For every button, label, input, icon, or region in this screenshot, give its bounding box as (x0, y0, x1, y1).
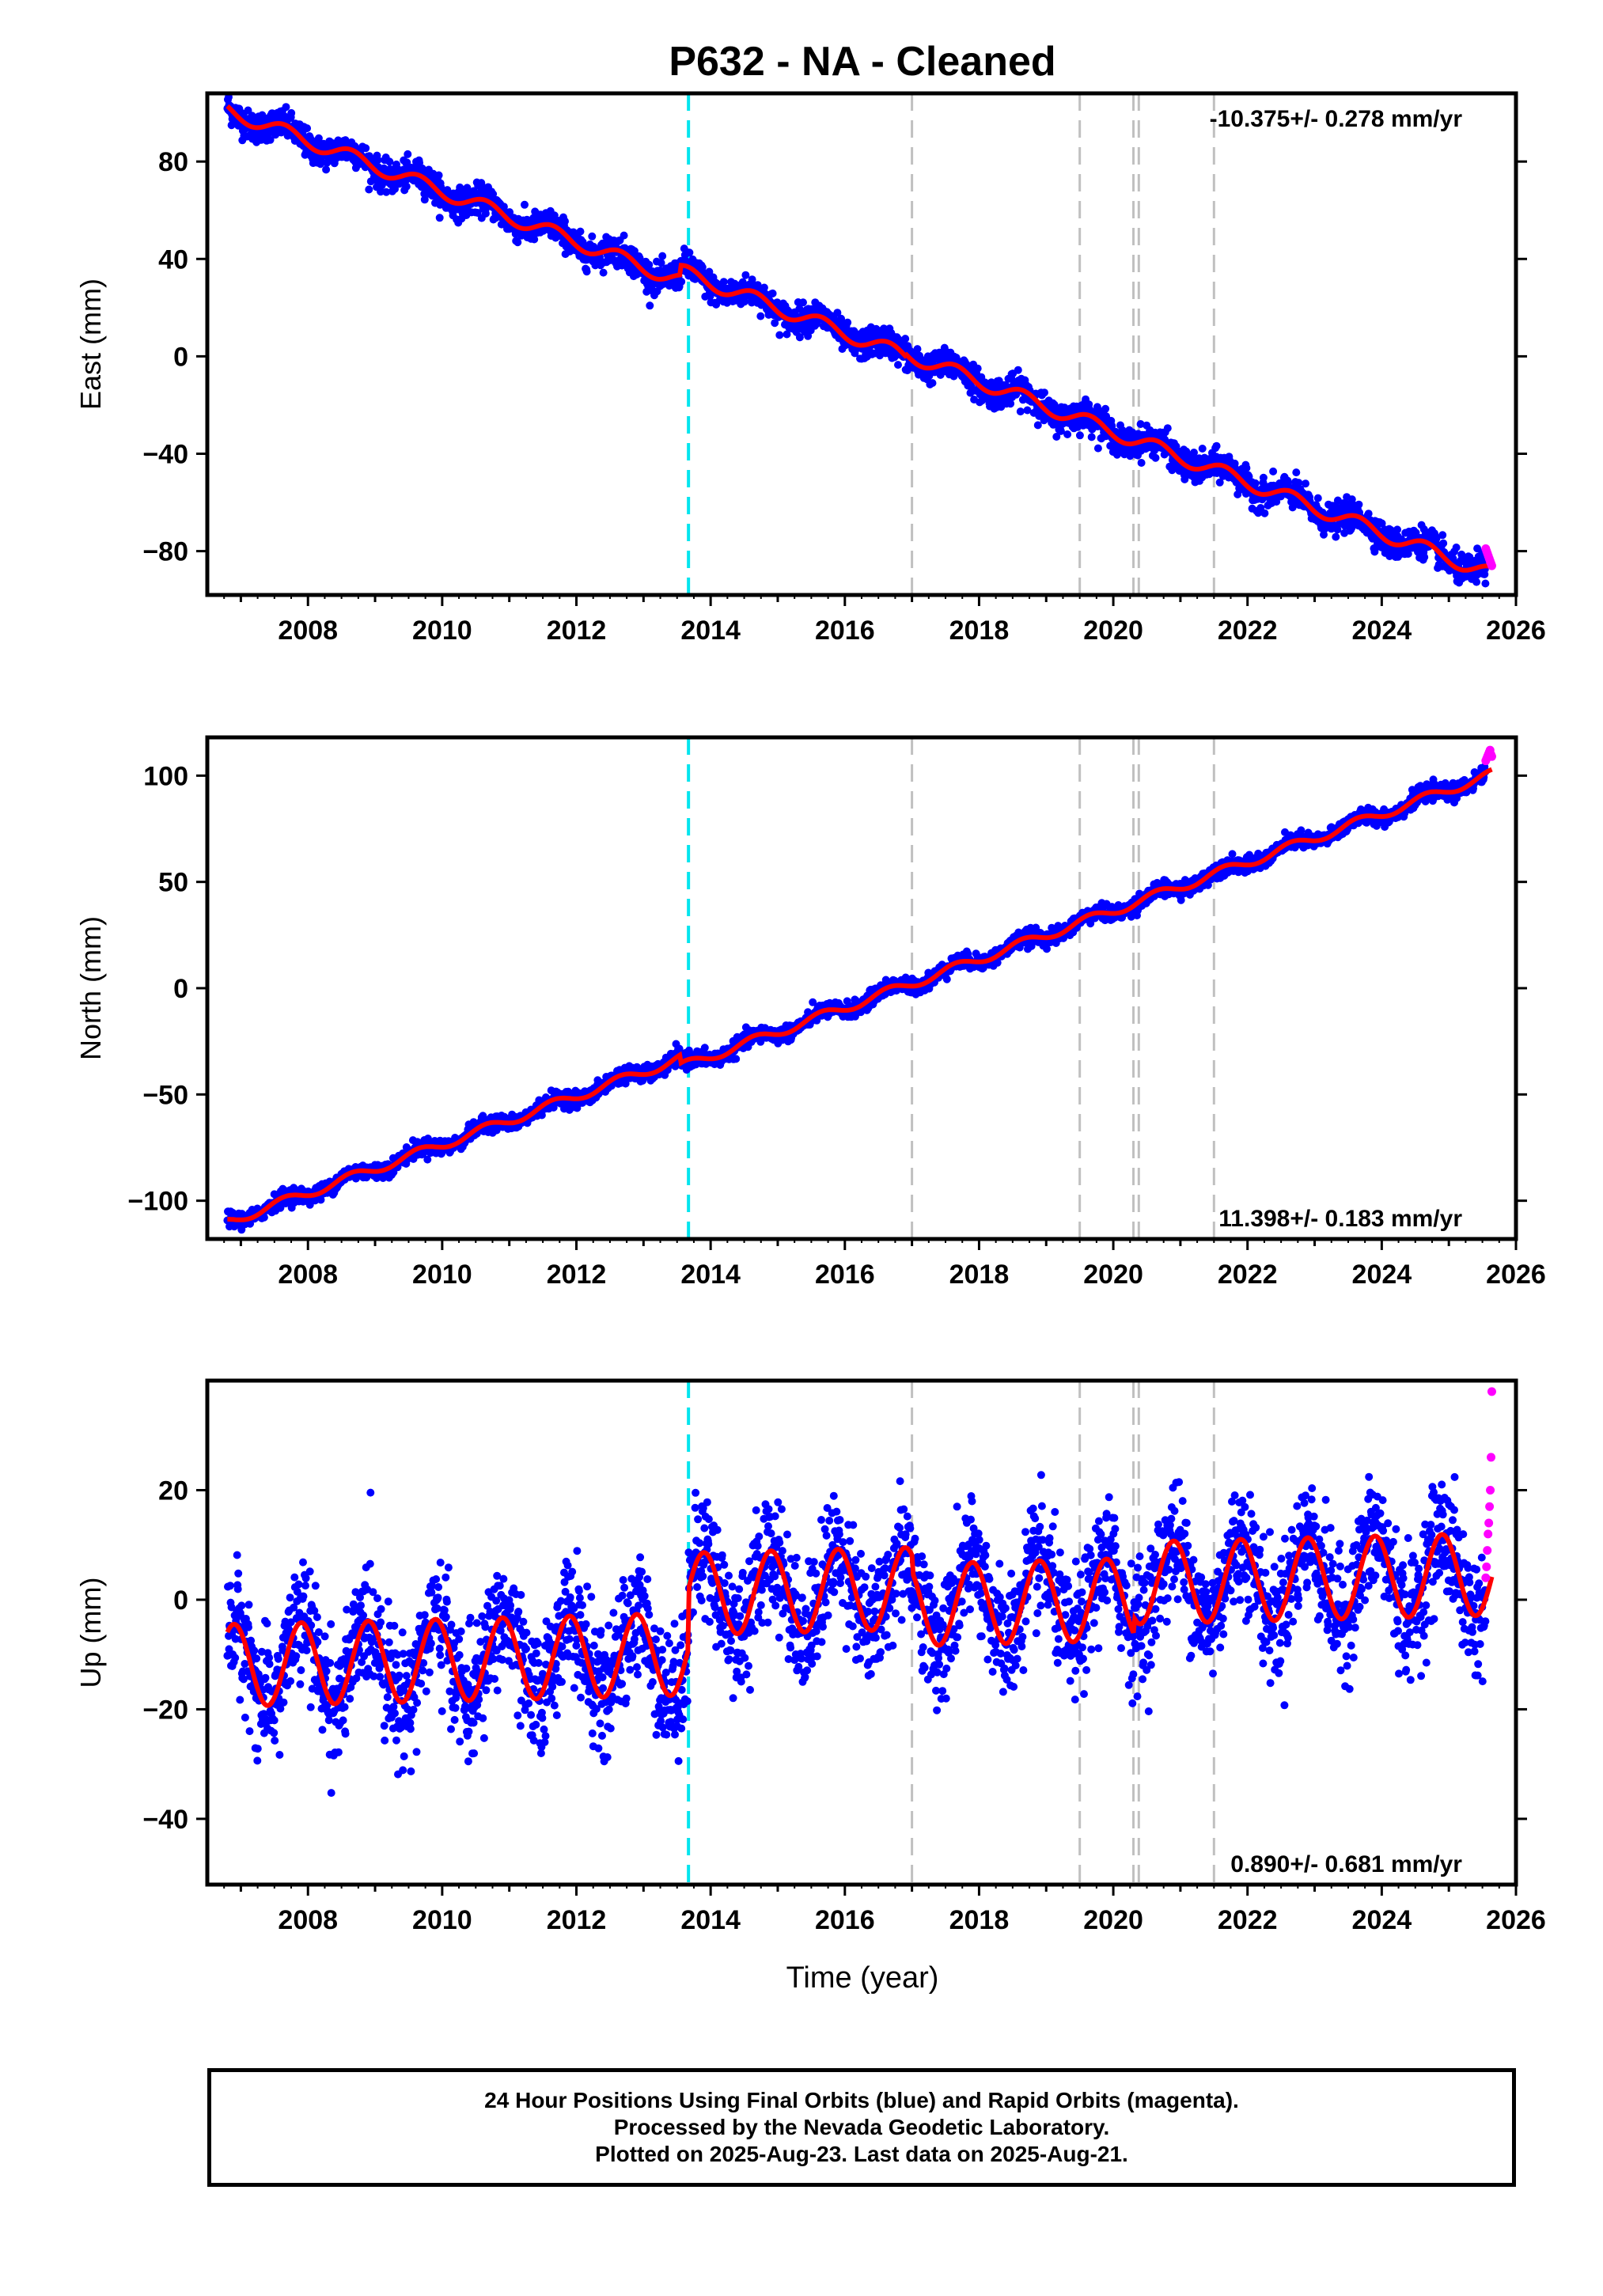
y-tick-label: −20 (142, 1695, 188, 1725)
y-tick-label: 0 (173, 974, 188, 1004)
y-tick-label: −50 (142, 1080, 188, 1110)
panel-3: Up (mm) 2008 2010 2012 2014 2016 2018 2020 2022 2… (74, 1378, 1546, 1935)
x-tick-label: 2008 (278, 1905, 338, 1935)
y-tick-label: 0 (173, 1586, 188, 1616)
x-tick-label: 2026 (1486, 1260, 1546, 1290)
rapid-orbit-point (1484, 1529, 1493, 1539)
x-tick-label: 2026 (1486, 616, 1546, 646)
y-axis-label: East (mm) (74, 278, 107, 410)
x-tick-label: 2020 (1083, 1260, 1143, 1290)
rapid-orbit-point (1485, 1502, 1495, 1511)
footer-caption-box: 24 Hour Positions Using Final Orbits (bl… (207, 2068, 1516, 2187)
plot-frame (205, 735, 1518, 1241)
x-tick-label: 2008 (278, 1260, 338, 1290)
x-tick-label: 2012 (547, 616, 607, 646)
y-tick-label: −40 (142, 1805, 188, 1835)
footer-line-2: Processed by the Nevada Geodetic Laborat… (613, 2115, 1110, 2139)
x-tick-label: 2022 (1218, 616, 1278, 646)
y-tick-label: 50 (158, 868, 188, 898)
x-tick-label: 2012 (547, 1260, 607, 1290)
x-tick-label: 2022 (1218, 1260, 1278, 1290)
y-tick-label: −100 (127, 1187, 188, 1217)
x-axis-title: Time (year) (786, 1961, 939, 1995)
panels: East (mm)2008 2010 2012 2014 2016 2018 2020 202… (74, 91, 1546, 1935)
plot-area (223, 93, 1496, 595)
x-tick-label: 2016 (815, 1905, 875, 1935)
y-tick-label: 80 (158, 147, 188, 177)
footer-line-1: 24 Hour Positions Using Final Orbits (bl… (484, 2088, 1239, 2112)
chart-title: P632 - NA - Cleaned (669, 39, 1055, 85)
final-orbit-points (223, 1471, 1490, 1798)
y-tick-label: 20 (158, 1476, 188, 1506)
x-tick-label: 2014 (680, 616, 741, 646)
x-tick-label: 2018 (949, 616, 1010, 646)
footer-line-3: Plotted on 2025-Aug-23. Last data on 202… (595, 2142, 1128, 2166)
plot-area (223, 1381, 1496, 1885)
rapid-orbit-point (1486, 1485, 1495, 1495)
model-curve (225, 104, 1493, 573)
x-tick-label: 2010 (412, 1905, 472, 1935)
final-orbit-points (223, 763, 1490, 1234)
velocity-rate-label: 0.890+/- 0.681 mm/yr (1230, 1851, 1462, 1877)
x-tick-label: 2020 (1083, 616, 1143, 646)
y-tick-label: −40 (142, 439, 188, 469)
x-tick-label: 2014 (680, 1905, 741, 1935)
x-tick-label: 2024 (1352, 616, 1412, 646)
x-tick-label: 2008 (278, 616, 338, 646)
rapid-orbit-point (1484, 1518, 1494, 1528)
panel-1: East (mm) 2008 2010 2012 2014 2016 2018 2020 202… (74, 91, 1546, 646)
x-tick-label: 2014 (680, 1260, 741, 1290)
rapid-orbit-point (1487, 1387, 1496, 1396)
rapid-orbit-point (1482, 1562, 1491, 1571)
x-tick-label: 2016 (815, 616, 875, 646)
y-axis-label: Up (mm) (74, 1578, 107, 1688)
x-tick-label: 2020 (1083, 1905, 1143, 1935)
model-curve (225, 1532, 1495, 1708)
x-tick-label: 2016 (815, 1260, 875, 1290)
plot-area (223, 737, 1496, 1239)
x-tick-label: 2026 (1486, 1905, 1546, 1935)
x-tick-label: 2018 (949, 1260, 1010, 1290)
y-tick-label: 100 (143, 761, 188, 791)
y-tick-label: −80 (142, 537, 188, 567)
x-tick-label: 2012 (547, 1905, 607, 1935)
rapid-orbit-point (1483, 1546, 1492, 1555)
x-tick-label: 2018 (949, 1905, 1010, 1935)
y-tick-label: 0 (173, 342, 188, 372)
x-tick-label: 2010 (412, 616, 472, 646)
x-tick-label: 2010 (412, 1260, 472, 1290)
velocity-rate-label: -10.375+/- 0.278 mm/yr (1210, 106, 1463, 132)
y-axis-label: North (mm) (74, 916, 107, 1060)
model-curve (227, 767, 1493, 1222)
final-orbit-points (223, 93, 1490, 588)
panel-2: North (mm) 2008 2010 2012 2014 2016 2018 2020 20… (74, 735, 1546, 1290)
rapid-orbit-point (1481, 1573, 1491, 1582)
velocity-rate-label: 11.398+/- 0.183 mm/yr (1218, 1206, 1462, 1232)
rapid-orbit-point (1487, 1453, 1496, 1462)
x-tick-label: 2024 (1352, 1260, 1412, 1290)
plot-frame (205, 91, 1518, 597)
plot-frame (205, 1378, 1518, 1887)
rapid-orbit-point (1487, 752, 1496, 761)
x-tick-label: 2024 (1352, 1905, 1412, 1935)
x-tick-label: 2022 (1218, 1905, 1278, 1935)
y-tick-label: 40 (158, 244, 188, 275)
rapid-orbit-point (1487, 561, 1496, 570)
